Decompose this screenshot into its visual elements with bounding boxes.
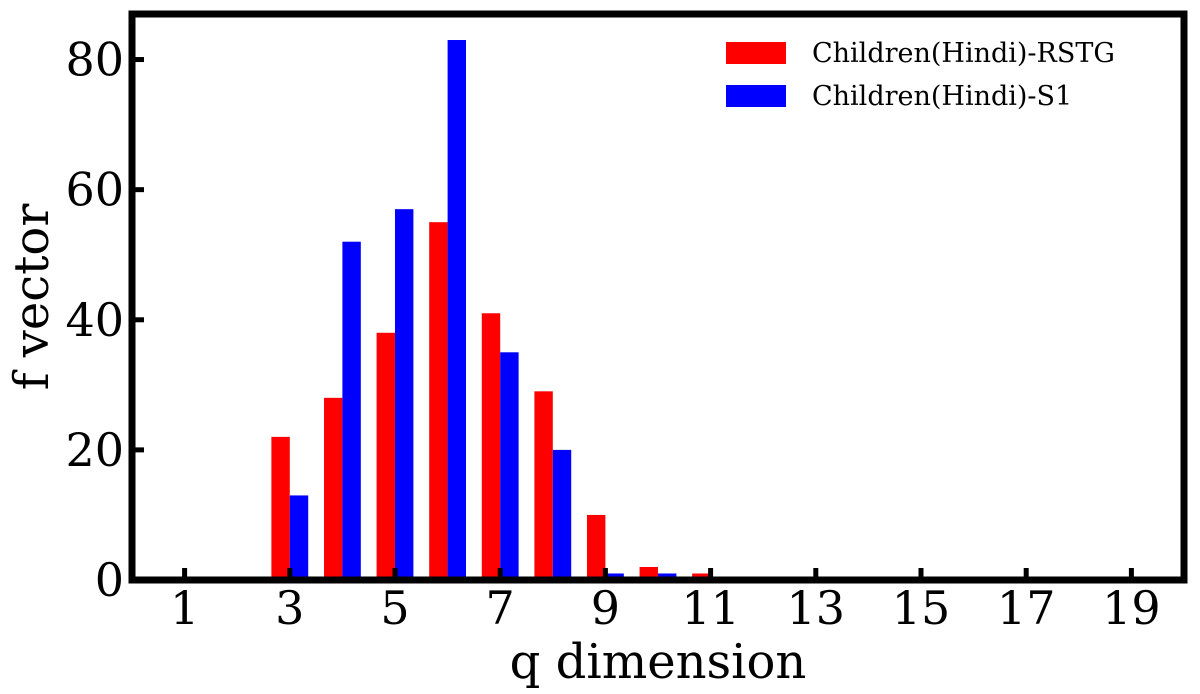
x-axis-title: q dimension <box>510 634 807 690</box>
legend-label-rstg: Children(Hindi)-RSTG <box>812 38 1115 69</box>
bars-layer <box>271 40 711 581</box>
plot-frame <box>128 10 1188 584</box>
bar-rstg-q3 <box>271 436 290 580</box>
y-axis-title: f vector <box>4 204 60 391</box>
bar-s1-q3 <box>289 495 309 580</box>
bar-s1-q4 <box>342 241 361 580</box>
x-tick-label-1: 1 <box>170 581 199 635</box>
bar-rstg-q5 <box>376 332 395 580</box>
legend-swatch-s1 <box>726 85 786 107</box>
bar-s1-q7 <box>500 352 519 580</box>
x-tick-label-9: 9 <box>591 581 620 635</box>
bar-rstg-q8 <box>534 391 553 580</box>
y-tick-label-40: 40 <box>65 293 124 347</box>
bar-s1-q6 <box>447 40 467 580</box>
x-tick-label-11: 11 <box>681 581 740 635</box>
x-tick-label-15: 15 <box>892 581 951 635</box>
y-tick-label-20: 20 <box>65 423 124 477</box>
x-tick-label-17: 17 <box>997 581 1056 635</box>
x-tick-label-5: 5 <box>380 581 409 635</box>
x-tick-label-13: 13 <box>787 581 846 635</box>
y-tick-label-80: 80 <box>65 33 124 87</box>
y-tick-label-0: 0 <box>95 553 124 607</box>
bar-rstg-q4 <box>323 397 343 580</box>
legend: Children(Hindi)-RSTG Children(Hindi)-S1 <box>726 38 1115 112</box>
bar-rstg-q7 <box>481 313 501 580</box>
y-tick-label-60: 60 <box>65 163 124 217</box>
x-tick-label-3: 3 <box>275 581 304 635</box>
bar-rstg-q6 <box>429 222 448 580</box>
x-tick-label-7: 7 <box>486 581 515 635</box>
bar-rstg-q9 <box>586 514 606 580</box>
legend-label-s1: Children(Hindi)-S1 <box>812 81 1072 112</box>
x-tick-label-19: 19 <box>1102 581 1161 635</box>
legend-swatch-rstg <box>726 42 786 64</box>
bar-s1-q5 <box>395 209 414 581</box>
bar-s1-q8 <box>552 449 572 580</box>
